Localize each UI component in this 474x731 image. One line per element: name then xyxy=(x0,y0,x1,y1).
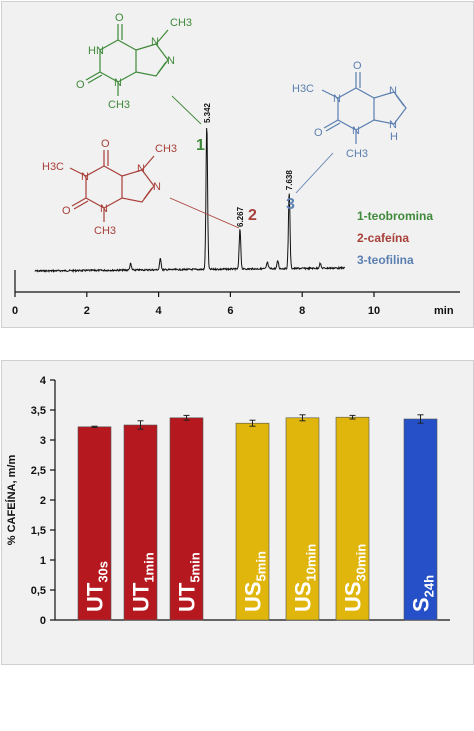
y-tick-label: 0 xyxy=(40,615,46,627)
atom-label: N xyxy=(151,36,159,48)
atom-label: O xyxy=(62,205,71,217)
x-tick-label: 2 xyxy=(84,305,90,317)
atom-label: N xyxy=(333,93,341,105)
atom-label: H3C xyxy=(42,161,64,173)
atom-label: N xyxy=(114,77,122,89)
bar xyxy=(403,418,438,621)
y-tick-label: 0,5 xyxy=(31,585,46,597)
bar xyxy=(169,417,204,621)
bar-category-label: UT1min xyxy=(129,552,157,612)
bar-category-label: UT30s xyxy=(83,561,111,612)
bar-category-label: US10min xyxy=(291,544,319,612)
x-tick-label: 0 xyxy=(12,305,18,317)
connector-cafeina xyxy=(169,197,240,229)
bar xyxy=(77,426,112,621)
y-tick-label: 3,5 xyxy=(31,405,46,417)
legend-item: 3-teofilina xyxy=(357,253,414,267)
atom-label: N xyxy=(100,203,108,215)
connector-teobromina xyxy=(171,95,202,125)
legend: 1-teobromina 2-cafeína 3-teofilina xyxy=(357,209,433,267)
legend-item: 2-cafeína xyxy=(357,231,409,245)
peak-rt-label: 7.638 xyxy=(285,170,294,191)
y-ticks: 0 0,5 1 1,5 2 2,5 3 3,5 4 xyxy=(31,375,55,627)
atom-label: N xyxy=(389,119,397,131)
atom-label: CH3 xyxy=(170,17,192,29)
bar xyxy=(235,422,270,621)
atom-label: HN xyxy=(88,45,104,57)
x-tick-label: 10 xyxy=(368,305,380,317)
atom-label: O xyxy=(314,127,323,139)
x-tick-label: 4 xyxy=(156,305,163,317)
atom-label: H3C xyxy=(292,83,314,95)
x-ticks: 0 2 4 6 8 10 xyxy=(12,292,380,317)
x-tick-label: 6 xyxy=(227,305,233,317)
peak-number: 2 xyxy=(248,207,257,224)
atom-label: N xyxy=(81,171,89,183)
atom-label: N xyxy=(389,85,397,97)
y-tick-label: 3 xyxy=(40,435,46,447)
bar-category-label: US30min xyxy=(341,544,369,612)
peak-labels: 5.342 1 6.267 2 7.638 3 xyxy=(196,102,295,227)
bar-chart: 00,511,522,533,54 % CAFEÍNA, m/m UT30sUT… xyxy=(5,375,450,627)
atom-label: CH3 xyxy=(94,225,116,237)
y-tick-label: 2,5 xyxy=(31,465,46,477)
x-tick-label: 8 xyxy=(299,305,305,317)
atom-label: H xyxy=(390,131,398,143)
bar-category-label: S24h xyxy=(409,575,437,612)
peak-number: 1 xyxy=(196,137,205,154)
teobromina-atoms: O N HN O N N CH3 CH3 xyxy=(76,12,192,111)
bar xyxy=(285,417,320,621)
chromatogram-trace xyxy=(34,127,346,274)
atom-label: N xyxy=(153,181,161,193)
y-tick-label: 2 xyxy=(40,495,46,507)
bars: UT30s UT1min UT5min US5min US10min US30min S24… xyxy=(77,414,438,621)
chromatogram-panel xyxy=(1,1,474,328)
connector-teofilina xyxy=(295,152,334,194)
cafeina-structure xyxy=(69,150,155,222)
teobromina-structure xyxy=(85,24,169,96)
legend-item: 1-teobromina xyxy=(357,209,433,223)
atom-label: CH3 xyxy=(346,148,368,160)
atom-label: O xyxy=(353,60,362,72)
x-axis-label: min xyxy=(434,305,454,317)
bar-category-label: US5min xyxy=(241,551,269,612)
atom-label: O xyxy=(115,12,124,24)
atom-label: N xyxy=(167,55,175,67)
y-tick-label: 1 xyxy=(40,555,46,567)
y-axis-label: % CAFEÍNA, m/m xyxy=(5,455,18,546)
teofilina-atoms: O N H3C N O N N H CH3 xyxy=(292,60,398,160)
peak-number: 3 xyxy=(286,196,295,213)
y-tick-label: 4 xyxy=(40,375,47,387)
cafeina-atoms: O N H3C N O N N CH3 CH3 xyxy=(42,138,177,237)
atom-label: N xyxy=(352,125,360,137)
atom-label: CH3 xyxy=(108,99,130,111)
atom-label: CH3 xyxy=(155,143,177,155)
peak-rt-label: 6.267 xyxy=(236,206,245,227)
teofilina-structure xyxy=(321,72,407,144)
y-tick-label: 1,5 xyxy=(31,525,46,537)
atom-label: O xyxy=(76,79,85,91)
bar xyxy=(123,424,158,621)
bar-category-label: UT5min xyxy=(175,552,203,612)
atom-label: O xyxy=(101,138,110,150)
peak-rt-label: 5.342 xyxy=(203,102,212,123)
atom-label: N xyxy=(137,163,145,175)
